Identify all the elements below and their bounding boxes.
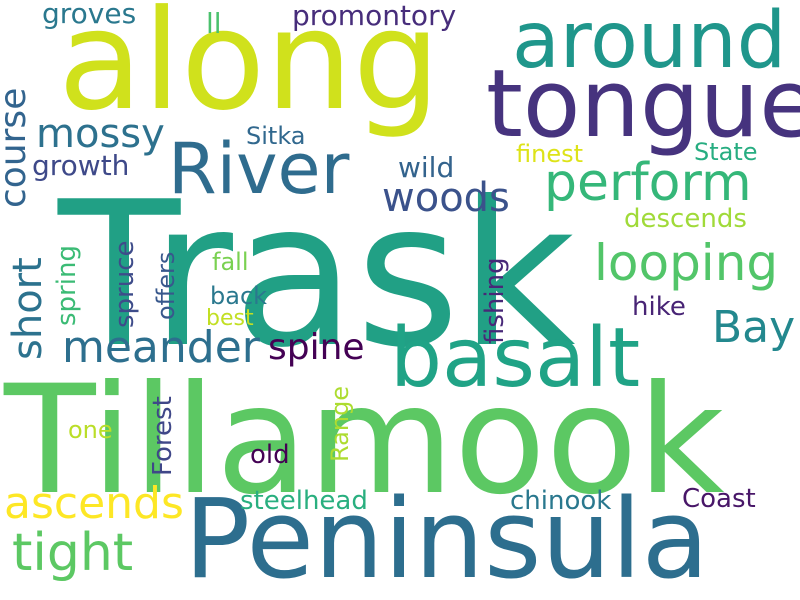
word-sitka: Sitka [246, 122, 306, 150]
word-mossy: mossy [36, 111, 165, 157]
word-chinook: chinook [510, 486, 612, 516]
word-finest: finest [516, 140, 584, 168]
word-old: old [250, 440, 290, 470]
word-promontory: promontory [292, 0, 457, 32]
word-best: best [206, 306, 254, 331]
word-state: State [694, 138, 758, 166]
word-fishing: fishing [480, 257, 510, 344]
word-wild: wild [398, 151, 455, 184]
word-along: along [58, 0, 441, 141]
word-basalt: basalt [390, 311, 641, 406]
word-ascends: ascends [4, 478, 184, 529]
word-groves: groves [42, 0, 137, 30]
word-descends: descends [624, 204, 747, 234]
word-spring: spring [52, 245, 82, 326]
word-coast: Coast [682, 484, 756, 514]
word-offers: offers [152, 251, 180, 320]
word-perform: perform [544, 153, 752, 213]
word-hike: hike [632, 292, 686, 322]
word-range: Range [326, 385, 354, 462]
word-spruce: spruce [110, 240, 140, 328]
word-tongue: tongue [486, 50, 800, 159]
word-meander: meander [62, 322, 260, 373]
word-ll: ll [206, 7, 222, 40]
word-growth: growth [32, 149, 130, 182]
word-spine: spine [268, 327, 365, 368]
word-river: River [168, 128, 350, 210]
word-fall: fall [212, 248, 249, 276]
word-looping: looping [594, 234, 779, 292]
word-woods: woods [382, 175, 510, 221]
word-peninsula: Peninsula [184, 475, 710, 600]
word-trask: Trask [58, 159, 576, 392]
word-tillamook: Tillamook [4, 354, 725, 528]
word-forest: Forest [148, 396, 178, 476]
word-one: one [68, 416, 113, 444]
word-tight: tight [12, 523, 134, 583]
word-steelhead: steelhead [240, 486, 368, 516]
word-course: course [0, 87, 34, 208]
word-around: around [512, 0, 787, 86]
word-short: short [5, 257, 51, 360]
word-bay: Bay [712, 302, 796, 353]
word-back: back [210, 282, 268, 310]
